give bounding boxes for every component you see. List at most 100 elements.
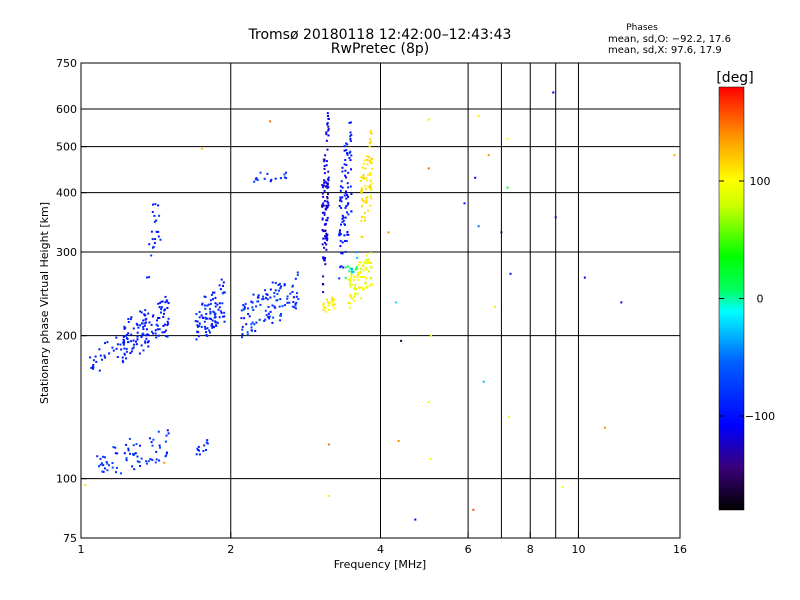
data-point bbox=[130, 350, 133, 353]
data-point bbox=[144, 340, 147, 343]
data-point bbox=[343, 163, 346, 166]
data-point bbox=[158, 214, 161, 217]
data-point bbox=[150, 323, 153, 326]
data-point bbox=[252, 293, 255, 296]
data-point bbox=[278, 283, 281, 285]
data-point bbox=[142, 328, 145, 331]
data-point bbox=[360, 188, 363, 191]
data-point bbox=[218, 302, 221, 305]
data-point bbox=[332, 298, 335, 300]
data-point bbox=[211, 319, 214, 322]
data-point bbox=[102, 464, 105, 467]
x-axis-label: Frequency [MHz] bbox=[334, 558, 426, 571]
data-point bbox=[96, 455, 99, 458]
data-point bbox=[136, 335, 139, 338]
data-point bbox=[620, 301, 623, 304]
data-point bbox=[277, 289, 280, 292]
data-point bbox=[283, 173, 286, 176]
data-point bbox=[325, 310, 327, 313]
data-point bbox=[323, 160, 326, 163]
data-point bbox=[156, 328, 159, 331]
data-point bbox=[209, 299, 212, 302]
data-point bbox=[339, 189, 342, 192]
data-point bbox=[257, 296, 260, 299]
data-point bbox=[129, 352, 132, 355]
data-point bbox=[360, 192, 363, 195]
data-point bbox=[327, 129, 330, 132]
data-point bbox=[343, 145, 346, 148]
data-point bbox=[91, 365, 94, 368]
data-point bbox=[214, 312, 217, 315]
data-point bbox=[150, 254, 153, 257]
data-point bbox=[363, 275, 366, 278]
data-point bbox=[325, 164, 328, 167]
data-point bbox=[326, 112, 329, 115]
data-point bbox=[354, 292, 356, 295]
data-point bbox=[258, 318, 261, 321]
data-point bbox=[283, 176, 286, 179]
data-point bbox=[349, 135, 352, 138]
data-point bbox=[346, 211, 348, 214]
chart-subtitle: RwPretec (8p) bbox=[331, 41, 429, 57]
data-point bbox=[356, 256, 359, 259]
data-point bbox=[369, 131, 372, 134]
data-point bbox=[166, 324, 169, 327]
data-point bbox=[357, 264, 360, 267]
data-point bbox=[152, 245, 155, 248]
data-point bbox=[213, 291, 216, 294]
data-point bbox=[163, 331, 166, 334]
data-point bbox=[347, 213, 350, 216]
data-point bbox=[259, 303, 262, 306]
data-point bbox=[294, 304, 297, 307]
data-point bbox=[323, 181, 326, 184]
x-tick-label: 10 bbox=[571, 543, 585, 556]
data-point bbox=[264, 289, 267, 292]
data-point bbox=[349, 278, 352, 281]
data-point bbox=[361, 215, 364, 218]
data-point bbox=[150, 441, 153, 444]
data-point bbox=[130, 333, 133, 336]
data-point bbox=[119, 343, 122, 346]
data-point bbox=[130, 316, 133, 319]
data-point bbox=[343, 234, 346, 237]
data-point bbox=[365, 285, 368, 288]
data-point bbox=[205, 441, 208, 444]
data-point bbox=[350, 193, 353, 195]
data-point bbox=[144, 314, 147, 317]
data-point bbox=[95, 360, 98, 363]
data-point bbox=[326, 148, 329, 151]
data-point bbox=[142, 325, 145, 328]
data-point bbox=[140, 335, 143, 338]
data-point bbox=[370, 283, 373, 286]
data-point bbox=[139, 324, 142, 327]
data-point bbox=[554, 216, 557, 219]
data-point bbox=[352, 278, 355, 281]
data-point bbox=[204, 328, 207, 330]
data-point bbox=[250, 323, 253, 326]
data-point bbox=[345, 164, 348, 166]
data-point bbox=[334, 303, 337, 306]
data-point bbox=[150, 330, 153, 333]
data-point bbox=[322, 195, 325, 198]
data-point bbox=[341, 214, 344, 217]
data-point bbox=[346, 143, 349, 146]
data-point bbox=[115, 466, 118, 469]
data-point bbox=[348, 270, 351, 273]
data-point bbox=[152, 203, 154, 206]
data-point bbox=[322, 202, 325, 205]
data-point bbox=[369, 195, 372, 198]
data-point bbox=[351, 268, 353, 270]
data-point bbox=[266, 293, 269, 296]
data-point bbox=[152, 438, 155, 441]
data-point bbox=[286, 297, 289, 300]
data-point bbox=[370, 182, 373, 185]
data-point bbox=[365, 277, 368, 280]
data-point bbox=[292, 301, 295, 303]
data-point bbox=[365, 199, 368, 202]
data-point bbox=[122, 341, 125, 344]
data-point bbox=[353, 288, 356, 290]
y-tick-label: 100 bbox=[56, 473, 77, 486]
data-point bbox=[364, 266, 367, 269]
data-point bbox=[362, 265, 365, 268]
data-point bbox=[268, 317, 270, 320]
